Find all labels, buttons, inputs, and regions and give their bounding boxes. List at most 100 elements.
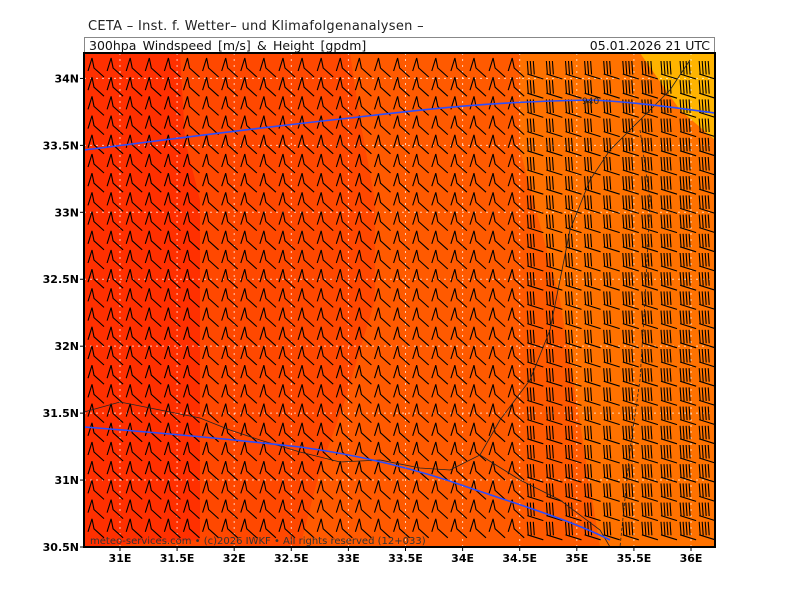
- wind-barb: [373, 518, 391, 539]
- wind-barb: [526, 310, 544, 330]
- wind-barb: [564, 156, 582, 176]
- wind-barb: [182, 211, 200, 232]
- wind-barb: [240, 96, 258, 116]
- wind-barb: [584, 156, 601, 176]
- lon-tick-label: 32E: [223, 552, 246, 565]
- wind-barb: [488, 307, 506, 328]
- wind-barb: [469, 115, 487, 136]
- wind-barb: [564, 406, 582, 426]
- wind-barb: [125, 249, 143, 270]
- wind-barb: [450, 249, 468, 270]
- wind-barb: [393, 269, 410, 289]
- wind-barb: [221, 57, 239, 78]
- wind-barb: [603, 464, 620, 483]
- wind-barb: [278, 249, 296, 270]
- lon-tick-label: 33.5E: [388, 552, 423, 565]
- wind-barb: [125, 211, 143, 232]
- wind-barb: [393, 326, 410, 347]
- wind-barb: [584, 60, 601, 80]
- wind-barb: [450, 153, 468, 174]
- wind-barb: [584, 502, 601, 522]
- wind-barb: [603, 233, 620, 253]
- wind-barb: [354, 345, 372, 366]
- wind-barb: [297, 307, 315, 328]
- wind-barb: [545, 329, 563, 349]
- wind-barb: [584, 387, 601, 406]
- wind-barb: [297, 249, 315, 270]
- wind-barb: [125, 173, 143, 193]
- wind-barb: [259, 326, 277, 347]
- wind-barb: [603, 214, 620, 234]
- wind-barb: [316, 57, 334, 78]
- wind-barb: [297, 326, 315, 347]
- wind-barb: [431, 499, 449, 520]
- wind-barb: [87, 499, 105, 520]
- wind-barb: [641, 60, 659, 80]
- wind-barb: [698, 521, 715, 541]
- wind-barb: [431, 480, 449, 500]
- wind-barb: [450, 57, 468, 78]
- wind-barb: [144, 115, 162, 136]
- wind-barb: [412, 96, 430, 116]
- wind-barb: [450, 269, 468, 289]
- wind-barb: [412, 403, 430, 424]
- wind-barb: [545, 368, 563, 387]
- wind-barb: [526, 176, 544, 195]
- wind-barb: [431, 345, 449, 366]
- wind-barb: [507, 153, 525, 174]
- wind-barb: [584, 444, 601, 464]
- wind-barb: [469, 134, 487, 155]
- wind-barb: [393, 211, 410, 232]
- wind-barb: [641, 137, 659, 157]
- wind-barb: [240, 134, 258, 155]
- wind-barb: [259, 345, 277, 366]
- wind-barb: [144, 230, 162, 251]
- wind-barb: [125, 230, 143, 251]
- wind-barb: [507, 345, 525, 366]
- wind-barb: [603, 444, 620, 464]
- wind-barb: [335, 288, 353, 308]
- wind-barb: [278, 153, 296, 174]
- wind-barb: [354, 173, 372, 193]
- wind-barb: [679, 425, 697, 445]
- wind-barb: [182, 153, 200, 174]
- wind-barb: [373, 384, 391, 404]
- wind-barb: [259, 249, 277, 270]
- wind-barb: [679, 214, 697, 234]
- wind-barb: [316, 77, 334, 97]
- wind-barb: [679, 521, 697, 541]
- wind-barb: [163, 211, 181, 232]
- wind-barb: [603, 483, 620, 502]
- wind-barb: [584, 348, 601, 368]
- wind-barb: [354, 480, 372, 500]
- wind-barb: [202, 288, 219, 308]
- wind-barb: [240, 211, 258, 232]
- wind-barb: [354, 422, 372, 443]
- wind-barb: [584, 80, 601, 99]
- wind-barb: [182, 461, 200, 481]
- wind-barb: [526, 348, 544, 368]
- wind-barb: [622, 80, 639, 99]
- wind-barb: [469, 153, 487, 174]
- wind-barb: [163, 499, 181, 520]
- wind-barb: [202, 230, 219, 251]
- wind-barb: [431, 96, 449, 116]
- wind-barb: [679, 329, 697, 349]
- wind-barb: [507, 77, 525, 97]
- wind-barb: [182, 345, 200, 366]
- wind-barb: [507, 499, 525, 520]
- wind-barb: [412, 518, 430, 539]
- wind-barb: [679, 368, 697, 387]
- wind-barb: [641, 406, 659, 426]
- wind-barb: [450, 518, 468, 539]
- wind-barb: [221, 173, 239, 193]
- wind-barb: [469, 441, 487, 462]
- wind-barb: [488, 230, 506, 251]
- wind-barb: [106, 173, 124, 193]
- wind-barb: [278, 403, 296, 424]
- wind-barb: [125, 57, 143, 78]
- wind-barb: [698, 444, 715, 464]
- wind-barb: [660, 195, 678, 214]
- wind-barb: [526, 291, 544, 310]
